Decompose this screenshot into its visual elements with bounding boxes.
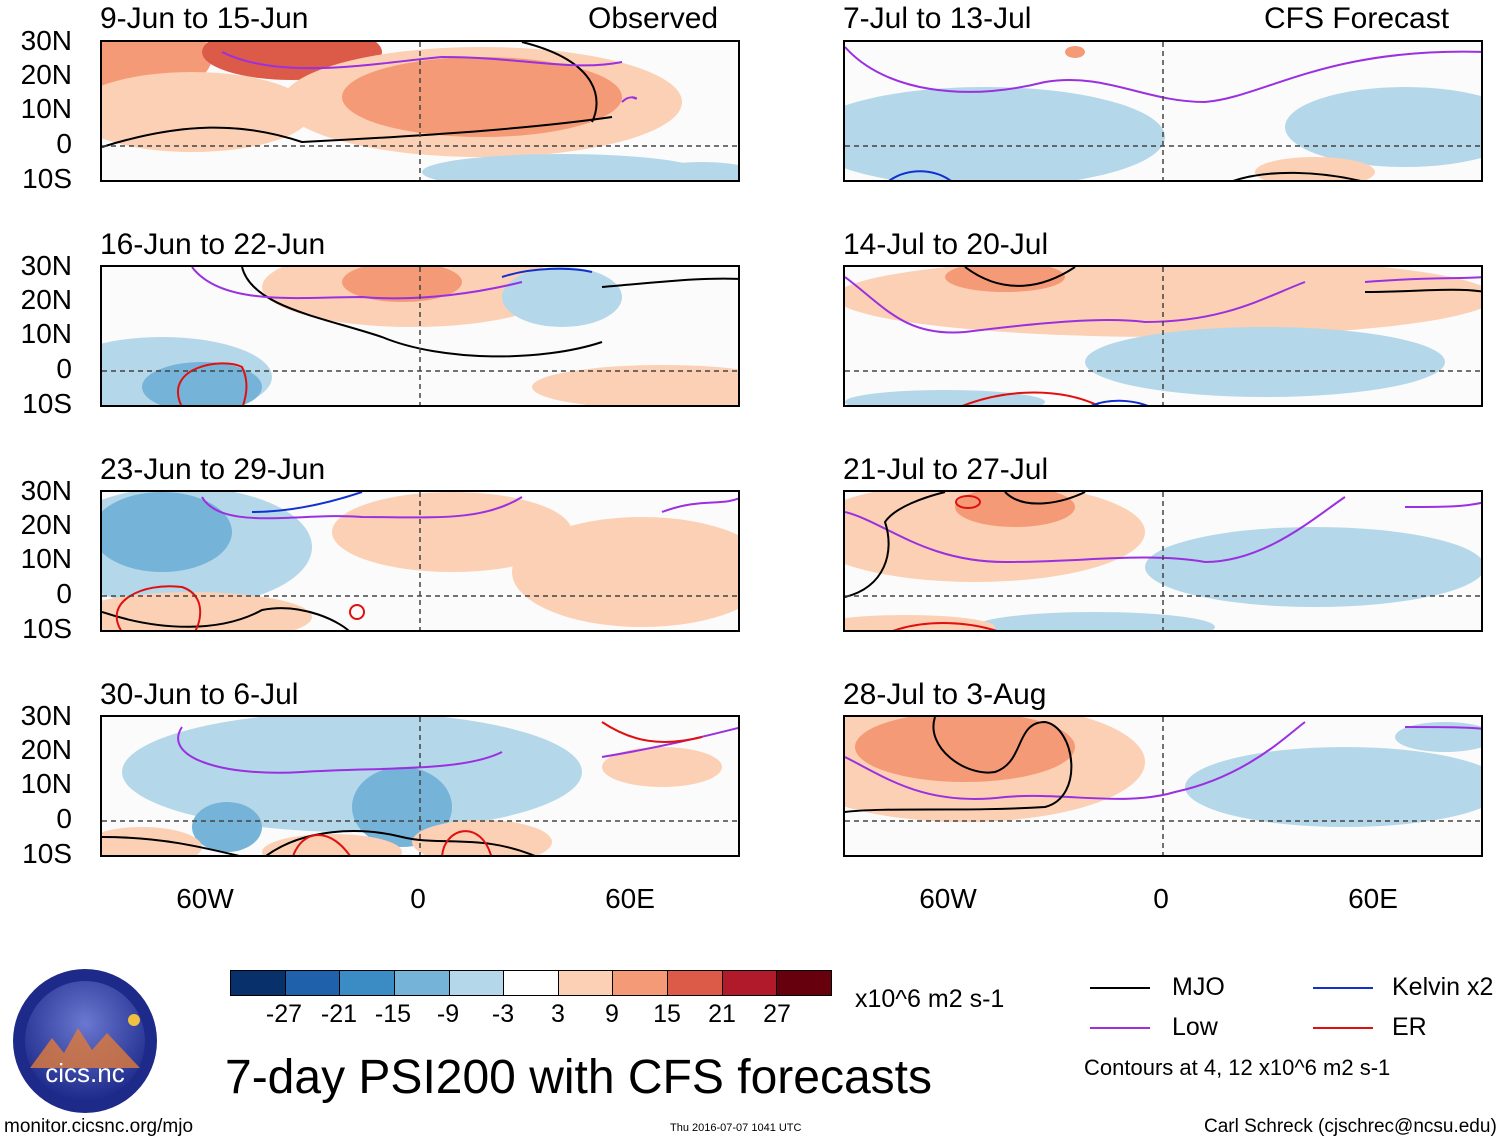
colorbar-label: 15 bbox=[653, 1000, 681, 1028]
lat-label: 10N bbox=[20, 768, 72, 799]
lon-label: 0 bbox=[1153, 883, 1169, 914]
legend-label: Low bbox=[1172, 1013, 1218, 1041]
colorbar-label: -21 bbox=[320, 1000, 358, 1028]
colorbar-swatch bbox=[558, 971, 614, 995]
cics-logo: cics.nc bbox=[12, 968, 158, 1114]
panel-title: 16-Jun to 22-Jun bbox=[100, 228, 326, 261]
colorbar-label: 3 bbox=[551, 1000, 565, 1028]
colorbar-swatch bbox=[449, 971, 505, 995]
legend-line-er bbox=[1313, 1027, 1373, 1029]
panel-title: 23-Jun to 29-Jun bbox=[100, 453, 326, 486]
contours-note: Contours at 4, 12 x10^6 m2 s-1 bbox=[1084, 1055, 1391, 1080]
panel-title: 14-Jul to 20-Jul bbox=[843, 228, 1049, 261]
lat-label: 0 bbox=[56, 353, 72, 384]
lat-label: 0 bbox=[56, 578, 72, 609]
lon-label: 60W bbox=[919, 883, 977, 914]
map-plot bbox=[100, 715, 740, 857]
main-title: 7-day PSI200 with CFS forecasts bbox=[225, 1051, 932, 1104]
legend-label: MJO bbox=[1172, 973, 1225, 1001]
colorbar-swatch bbox=[722, 971, 778, 995]
legend-line-kelvin bbox=[1313, 987, 1373, 989]
panel-title: 7-Jul to 13-Jul bbox=[843, 2, 1032, 35]
colorbar-swatch bbox=[777, 971, 832, 995]
legend-line-mjo bbox=[1090, 987, 1150, 989]
map-plot bbox=[843, 715, 1483, 857]
map-plot bbox=[843, 40, 1483, 182]
forecast-label: CFS Forecast bbox=[1264, 2, 1450, 35]
map-plot bbox=[843, 265, 1483, 407]
colorbar-units: x10^6 m2 s-1 bbox=[855, 985, 1005, 1013]
colorbar-label: 21 bbox=[708, 1000, 736, 1028]
lat-label: 10S bbox=[22, 613, 72, 644]
colorbar-label: -15 bbox=[374, 1000, 412, 1028]
legend-line-low bbox=[1090, 1027, 1150, 1029]
lon-label: 60E bbox=[605, 883, 655, 914]
map-plot bbox=[843, 490, 1483, 632]
legend-label: ER bbox=[1392, 1013, 1427, 1041]
colorbar-swatch bbox=[668, 971, 723, 995]
lat-label: 20N bbox=[20, 509, 72, 540]
lat-label: 10N bbox=[20, 318, 72, 349]
colorbar-swatch bbox=[613, 971, 669, 995]
colorbar-label: -9 bbox=[436, 1000, 460, 1028]
colorbar-label: -27 bbox=[265, 1000, 303, 1028]
colorbar-swatch bbox=[394, 971, 450, 995]
lat-label: 0 bbox=[56, 803, 72, 834]
colorbar-swatch bbox=[504, 971, 559, 995]
lon-label: 60W bbox=[176, 883, 234, 914]
map-plot bbox=[100, 265, 740, 407]
lat-label: 10S bbox=[22, 163, 72, 194]
lat-label: 20N bbox=[20, 284, 72, 315]
lat-label: 30N bbox=[20, 475, 72, 506]
lat-label: 30N bbox=[20, 25, 72, 56]
lat-label: 30N bbox=[20, 700, 72, 731]
legend-label: Kelvin x2 bbox=[1392, 973, 1494, 1001]
lat-label: 10N bbox=[20, 543, 72, 574]
colorbar-swatch bbox=[231, 971, 286, 995]
lat-label: 30N bbox=[20, 250, 72, 281]
colorbar-swatch bbox=[340, 971, 395, 995]
colorbar bbox=[230, 970, 832, 996]
colorbar-swatch bbox=[285, 971, 341, 995]
lat-label: 10N bbox=[20, 93, 72, 124]
map-plot bbox=[100, 40, 740, 182]
logo-text: cics.nc bbox=[45, 1058, 125, 1088]
panel-title: 9-Jun to 15-Jun bbox=[100, 2, 309, 35]
footer-timestamp: Thu 2016-07-07 1041 UTC bbox=[670, 1122, 802, 1134]
map-plot bbox=[100, 490, 740, 632]
observed-label: Observed bbox=[588, 2, 719, 35]
panel-title: 28-Jul to 3-Aug bbox=[843, 678, 1047, 711]
colorbar-label: 27 bbox=[763, 1000, 791, 1028]
footer-url: monitor.cicsnc.org/mjo bbox=[4, 1116, 194, 1137]
lat-label: 20N bbox=[20, 734, 72, 765]
colorbar-label: -3 bbox=[491, 1000, 515, 1028]
lat-label: 10S bbox=[22, 388, 72, 419]
lon-label: 0 bbox=[410, 883, 426, 914]
colorbar-label: 9 bbox=[605, 1000, 619, 1028]
lon-label: 60E bbox=[1348, 883, 1398, 914]
panel-title: 21-Jul to 27-Jul bbox=[843, 453, 1049, 486]
lat-label: 10S bbox=[22, 838, 72, 869]
footer-author: Carl Schreck (cjschrec@ncsu.edu) bbox=[1204, 1116, 1497, 1137]
lat-label: 20N bbox=[20, 59, 72, 90]
lat-label: 0 bbox=[56, 128, 72, 159]
panel-title: 30-Jun to 6-Jul bbox=[100, 678, 299, 711]
